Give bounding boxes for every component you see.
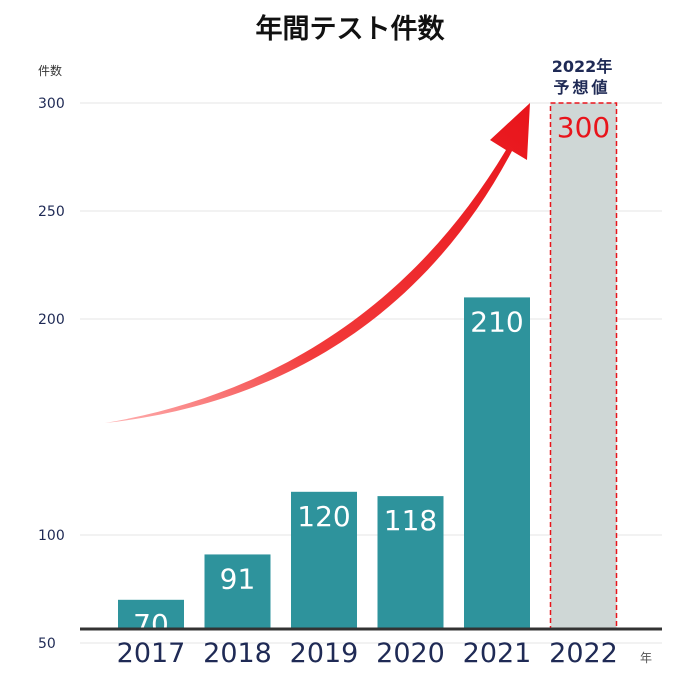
bar-2021 xyxy=(464,297,530,629)
x-tick-label-2022: 2022 xyxy=(549,638,618,669)
x-tick-label-2017: 2017 xyxy=(117,638,186,669)
value-label-2020: 118 xyxy=(384,504,437,537)
value-labels: 70 91 120 118 210 300 xyxy=(133,111,610,641)
x-tick-label-2018: 2018 xyxy=(203,638,272,669)
x-tick-label-2021: 2021 xyxy=(463,638,532,669)
x-axis-label: 年 xyxy=(640,651,652,665)
y-tick-label-300: 300 xyxy=(38,96,65,112)
bars xyxy=(118,102,618,630)
forecast-note-label: 予想値 xyxy=(553,78,610,97)
bar-2019 xyxy=(291,491,357,629)
forecast-note-year: 2022年 xyxy=(552,57,613,76)
chart-title: 年間テスト件数 xyxy=(256,13,446,45)
bar-2017 xyxy=(118,599,184,629)
x-axis-ticks: 2017 2018 2019 2020 2021 2022 xyxy=(117,638,618,669)
value-label-2018: 91 xyxy=(220,562,256,595)
bar-2018 xyxy=(204,554,271,629)
x-tick-label-2020: 2020 xyxy=(376,638,445,669)
value-label-2021: 210 xyxy=(470,305,523,338)
y-axis-label: 件数 xyxy=(38,63,62,78)
value-label-2022: 300 xyxy=(557,111,610,144)
value-label-2017: 70 xyxy=(133,608,169,641)
y-axis-ticks: 50 100 200 250 300 xyxy=(38,96,65,652)
x-tick-label-2019: 2019 xyxy=(290,638,359,669)
value-label-2019: 120 xyxy=(297,500,350,533)
y-tick-label-200: 200 xyxy=(38,312,65,328)
y-tick-label-100: 100 xyxy=(38,528,65,544)
bar-2020 xyxy=(377,496,444,629)
y-tick-label-50: 50 xyxy=(38,636,56,652)
y-tick-label-250: 250 xyxy=(38,204,65,220)
bar-forecast-2022 xyxy=(549,102,618,630)
